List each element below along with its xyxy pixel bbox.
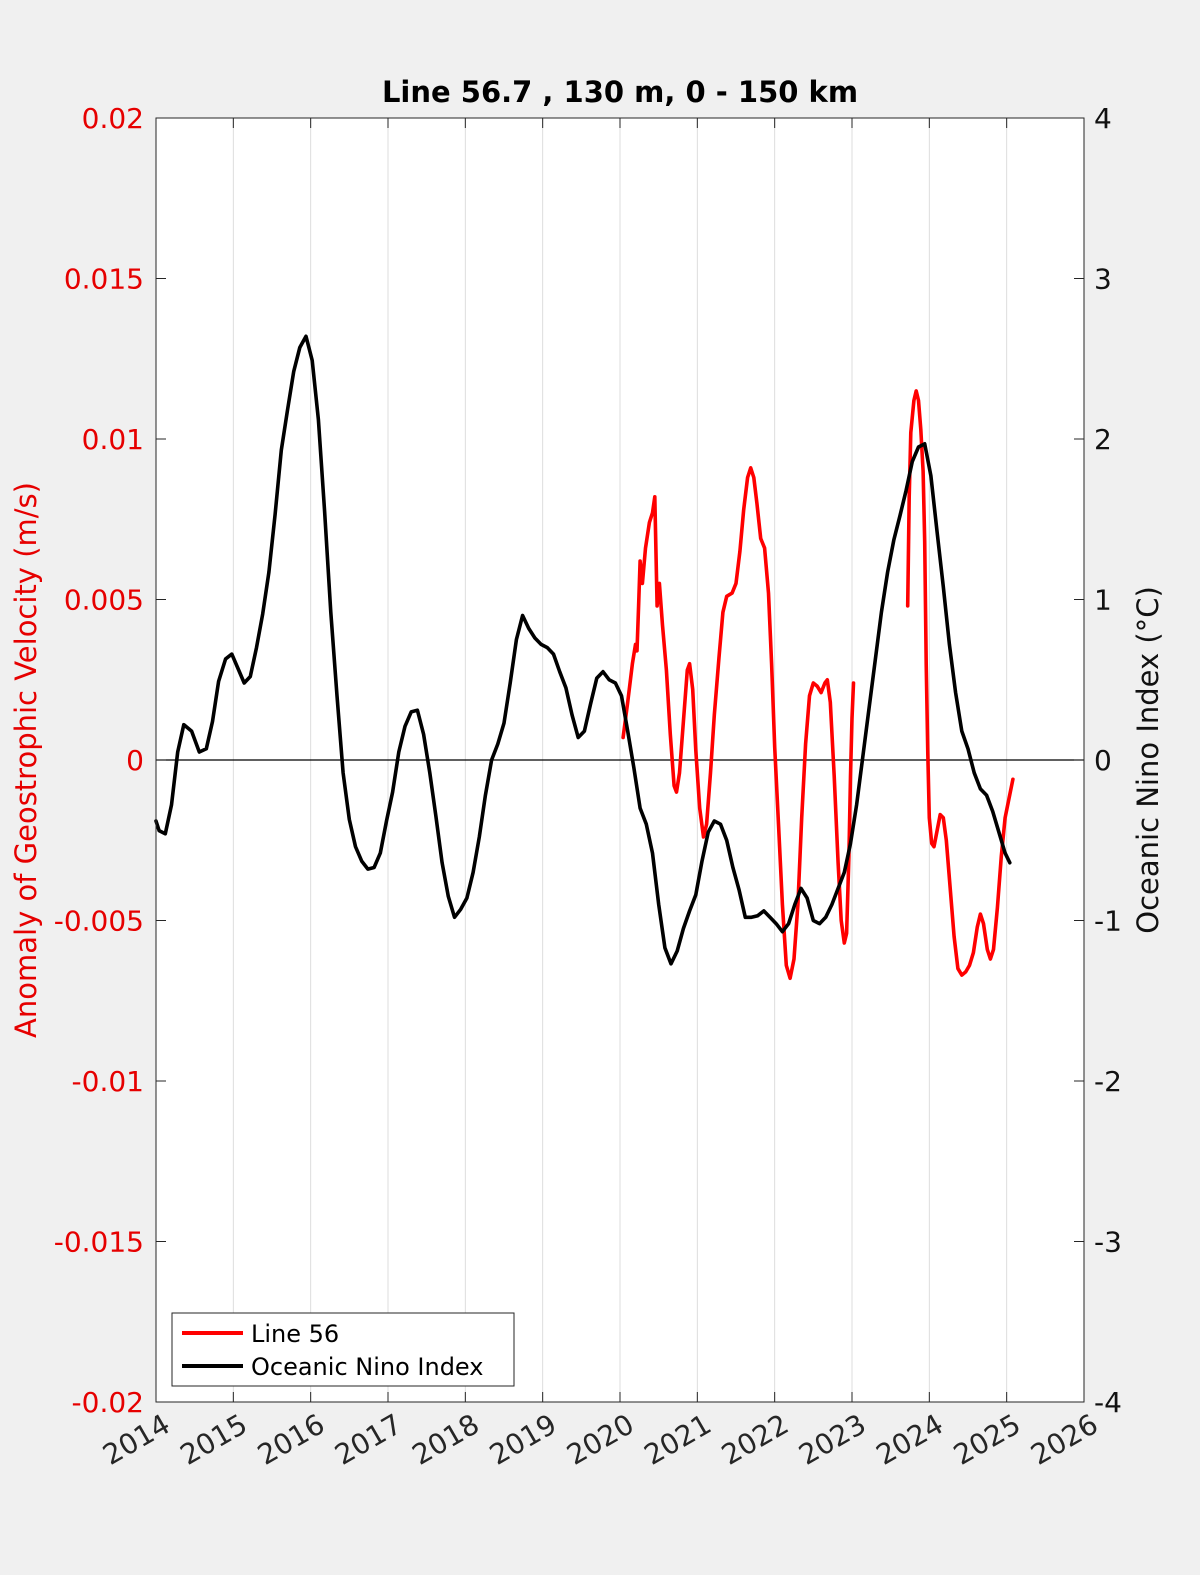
right-axis-label: Oceanic Nino Index (°C) (1131, 586, 1165, 934)
right-y-tick-label: -2 (1094, 1065, 1122, 1098)
left-y-tick-label: 0 (126, 744, 144, 777)
series-layer (154, 334, 1015, 981)
legend-box (171, 1312, 515, 1387)
legend-label-oni: Oceanic Nino Index (251, 1353, 483, 1381)
left-y-tick-labels: -0.02 -0.015 -0.01 -0.005 0 0.005 0.01 0.015 0.0… (54, 102, 144, 1419)
left-y-tick-label: 0.02 (82, 102, 144, 135)
left-y-tick-label: -0.015 (54, 1226, 144, 1259)
right-y-tick-label: 1 (1094, 584, 1112, 617)
legend-label-line-56: Line 56 (251, 1320, 339, 1348)
left-y-tick-label: -0.01 (72, 1065, 144, 1098)
left-y-tick-label: -0.02 (72, 1386, 144, 1419)
chart-title: Line 56.7 , 130 m, 0 - 150 km (382, 75, 858, 109)
right-y-tick-label: 3 (1094, 263, 1112, 296)
right-y-tick-label: -3 (1094, 1226, 1122, 1259)
series-oceanic-nino-index (154, 334, 1012, 966)
left-axis-label: Anomaly of Geostrophic Velocity (m/s) (9, 482, 43, 1038)
left-y-tick-label: 0.015 (64, 263, 144, 296)
left-y-tick-label: 0.005 (64, 584, 144, 617)
right-y-tick-label: 0 (1094, 744, 1112, 777)
right-y-tick-label: -1 (1094, 905, 1122, 938)
series-line-56 (905, 389, 1015, 977)
right-y-tick-label: -4 (1094, 1386, 1122, 1419)
left-y-tick-label: -0.005 (54, 905, 144, 938)
legend: Line 56 Oceanic Nino Index (171, 1312, 515, 1387)
left-y-tick-label: 0.01 (82, 423, 144, 456)
right-y-tick-label: 4 (1094, 102, 1112, 135)
series-line-56 (621, 466, 856, 981)
right-y-tick-label: 2 (1094, 423, 1112, 456)
right-y-tick-labels: -4 -3 -2 -1 0 1 2 3 4 (1094, 102, 1122, 1419)
axis-ticks (155, 117, 1085, 1403)
